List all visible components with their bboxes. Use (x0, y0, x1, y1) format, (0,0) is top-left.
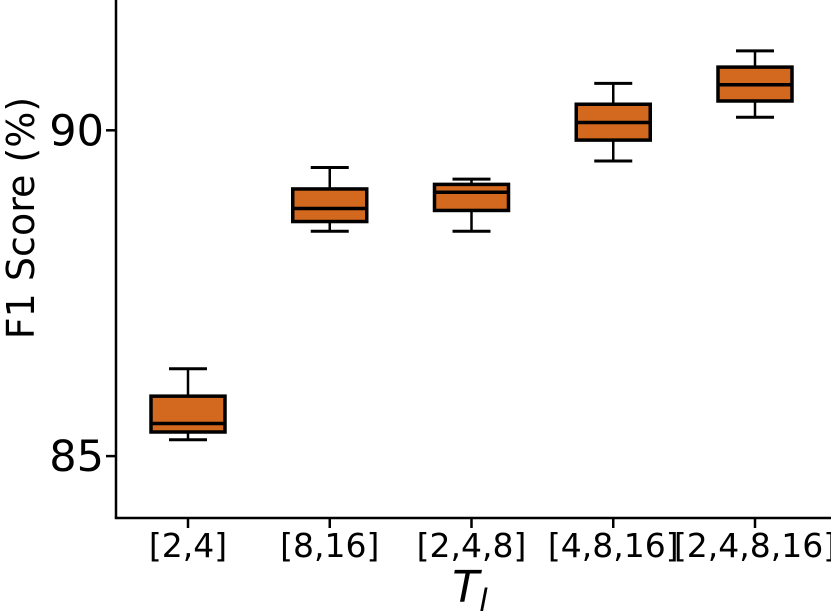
ticks-layer: 85 90 [2,4] [8,16] [2,4,8] [4,8,16][2,4,8,16] (49, 106, 831, 565)
iqr-box (432, 182, 511, 213)
axes-layer (106, 0, 831, 528)
iqr-box (149, 394, 227, 434)
y-axis-label: F1 Score (%) (0, 97, 43, 339)
box-[2,4,8] (432, 177, 511, 233)
iqr-box (291, 187, 369, 224)
box-[8,16] (291, 165, 369, 233)
boxes-layer (149, 49, 794, 442)
x-tick-label: [2,4,8,16] (674, 526, 831, 565)
y-tick-label: 90 (49, 106, 104, 156)
x-axis-label: Tl (452, 562, 488, 611)
x-tick-label: [2,4,8] (417, 526, 527, 565)
x-axis-label-subscript: l (479, 583, 488, 611)
x-axis-label-main: T (452, 562, 482, 611)
x-tick-label: [4,8,16] (548, 526, 679, 565)
x-tick-label: [2,4] (149, 526, 227, 565)
y-tick-label: 85 (49, 432, 104, 482)
box-[4,8,16] (574, 81, 652, 163)
x-tick-label: [8,16] (280, 526, 379, 565)
box-[2,4] (149, 367, 227, 442)
box-[2,4,8,16] (716, 49, 794, 119)
